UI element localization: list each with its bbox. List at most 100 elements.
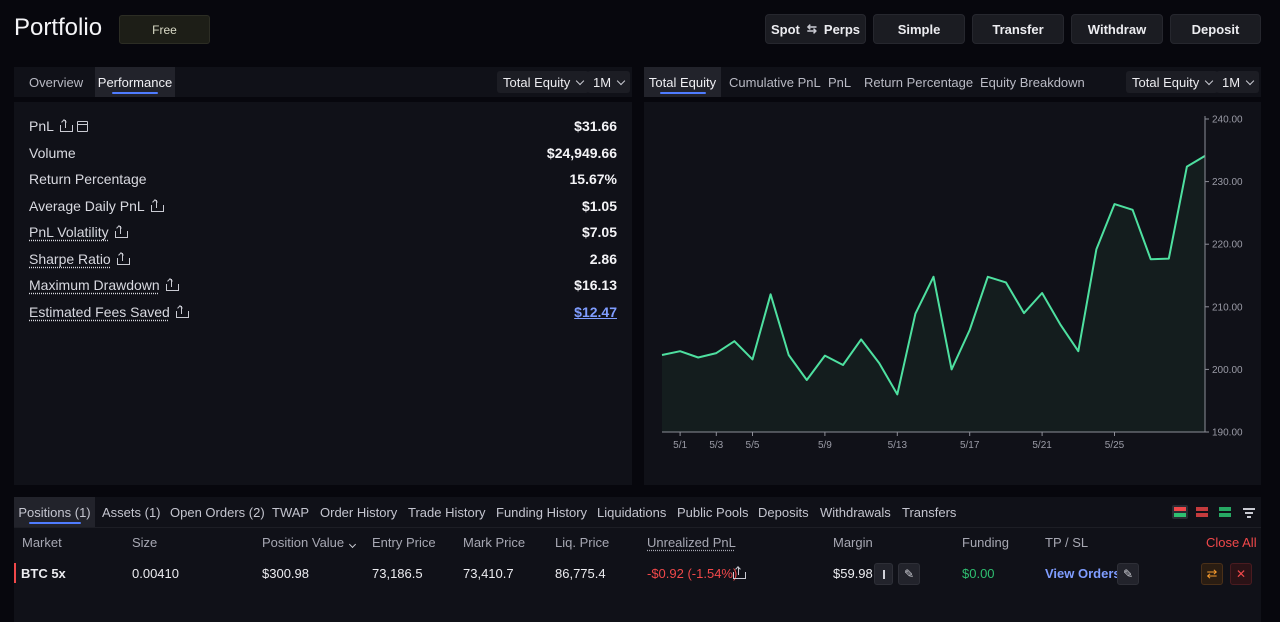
x-tick-label: 5/9 xyxy=(818,440,832,451)
transfer-button[interactable]: Transfer xyxy=(972,14,1064,44)
y-tick-label: 200.00 xyxy=(1212,365,1243,376)
equity-area xyxy=(662,155,1205,432)
col-unrealized-pnl[interactable]: Unrealized PnL xyxy=(647,535,736,550)
metric-label[interactable]: Estimated Fees Saved xyxy=(29,304,170,320)
close-position-button[interactable]: ✕ xyxy=(1230,563,1252,585)
positions-panel: Positions (1) Assets (1) Open Orders (2)… xyxy=(14,497,1261,622)
x-tick-label: 5/13 xyxy=(888,440,908,451)
tab-public-pools-label: Public Pools xyxy=(677,504,749,520)
deposit-button[interactable]: Deposit xyxy=(1170,14,1261,44)
perps-label: Perps xyxy=(823,21,861,37)
tab-public-pools[interactable]: Public Pools xyxy=(677,497,749,527)
tab-equity-breakdown[interactable]: Equity Breakdown xyxy=(980,67,1085,97)
edit-margin-button[interactable]: ✎ xyxy=(898,563,920,585)
tab-return-percentage[interactable]: Return Percentage xyxy=(864,67,973,97)
chevron-down-icon xyxy=(1245,76,1255,85)
tab-liquidations[interactable]: Liquidations xyxy=(597,497,666,527)
equity-chart[interactable]: 240.00 230.00 220.00 210.00 200.00 190.00 5/1 5… xyxy=(644,102,1261,485)
share-icon[interactable] xyxy=(175,304,189,318)
tab-equity-breakdown-label: Equity Breakdown xyxy=(980,74,1085,90)
tab-positions[interactable]: Positions (1) xyxy=(14,497,95,527)
tab-overview[interactable]: Overview xyxy=(14,67,94,97)
left-tab-bar: Overview Performance Total Equity 1M xyxy=(14,67,632,97)
metric-label: Return Percentage xyxy=(29,171,147,187)
tab-open-orders-label: Open Orders (2) xyxy=(170,504,265,520)
tab-pnl[interactable]: PnL xyxy=(828,67,851,97)
layout-bids-icon[interactable] xyxy=(1219,507,1231,517)
spot-label: Spot xyxy=(770,21,800,37)
col-position-value-label: Position Value xyxy=(262,535,345,550)
col-margin: Margin xyxy=(833,535,873,550)
tab-open-orders[interactable]: Open Orders (2) xyxy=(170,497,265,527)
right-equity-dropdown-label: Total Equity xyxy=(1132,74,1200,90)
page-title: Portfolio xyxy=(14,14,103,41)
left-equity-dropdown[interactable]: Total Equity xyxy=(497,71,590,93)
share-icon[interactable] xyxy=(114,224,128,238)
share-icon[interactable] xyxy=(116,251,130,265)
tab-total-equity[interactable]: Total Equity xyxy=(644,67,721,97)
tab-transfers-label: Transfers xyxy=(902,504,957,520)
row-side-indicator xyxy=(14,563,16,583)
left-range-dropdown[interactable]: 1M xyxy=(587,71,631,93)
tab-trade-history[interactable]: Trade History xyxy=(408,497,486,527)
share-icon[interactable] xyxy=(150,198,164,212)
right-range-dropdown[interactable]: 1M xyxy=(1216,71,1260,93)
row-mark-price: 73,410.7 xyxy=(463,566,514,581)
tab-assets[interactable]: Assets (1) xyxy=(102,497,161,527)
col-position-value[interactable]: Position Value xyxy=(262,535,357,550)
tab-deposits[interactable]: Deposits xyxy=(758,497,809,527)
tab-order-history[interactable]: Order History xyxy=(320,497,397,527)
filter-icon[interactable] xyxy=(1243,508,1255,518)
metric-value: 2.86 xyxy=(589,251,617,267)
left-equity-dropdown-label: Total Equity xyxy=(503,74,571,90)
tab-twap[interactable]: TWAP xyxy=(272,497,309,527)
row-liq-price: 86,775.4 xyxy=(555,566,606,581)
tab-withdrawals-label: Withdrawals xyxy=(820,504,891,520)
metric-label[interactable]: PnL Volatility xyxy=(29,224,109,240)
metric-value: $16.13 xyxy=(574,277,617,293)
share-icon[interactable] xyxy=(59,118,73,132)
tab-pnl-label: PnL xyxy=(828,74,852,90)
row-position-value: $300.98 xyxy=(262,566,309,581)
metric-pnl: PnL $31.66 xyxy=(29,113,617,139)
tab-liquidations-label: Liquidations xyxy=(597,504,667,520)
metric-estimated-fees-saved: Estimated Fees Saved $12.47 xyxy=(29,299,617,325)
simple-button[interactable]: Simple xyxy=(873,14,965,44)
col-liq-price: Liq. Price xyxy=(555,535,610,550)
metric-value: 15.67% xyxy=(569,171,617,187)
metric-average-daily-pnl: Average Daily PnL $1.05 xyxy=(29,193,617,219)
view-orders-link[interactable]: View Orders xyxy=(1045,566,1121,581)
tab-cumulative-pnl[interactable]: Cumulative PnL xyxy=(729,67,821,97)
share-icon[interactable] xyxy=(165,277,179,291)
metric-volume: Volume $24,949.66 xyxy=(29,140,617,166)
tab-performance[interactable]: Performance xyxy=(95,67,175,97)
plan-badge: Free xyxy=(119,15,210,44)
header-divider xyxy=(14,527,1261,528)
right-equity-dropdown[interactable]: Total Equity xyxy=(1126,71,1219,93)
metric-sharpe-ratio: Sharpe Ratio 2.86 xyxy=(29,246,617,272)
tab-positions-label: Positions (1) xyxy=(18,504,91,520)
share-icon[interactable] xyxy=(733,566,746,582)
metric-return-percentage: Return Percentage 15.67% xyxy=(29,166,617,192)
tab-order-history-label: Order History xyxy=(320,504,398,520)
tab-transfers[interactable]: Transfers xyxy=(902,497,956,527)
metric-label[interactable]: Maximum Drawdown xyxy=(29,277,160,293)
calendar-icon[interactable] xyxy=(76,120,88,132)
info-bar-icon xyxy=(882,569,885,579)
close-all-button[interactable]: Close All xyxy=(1206,535,1257,550)
right-tab-bar: Total Equity Cumulative PnL PnL Return P… xyxy=(644,67,1261,97)
reverse-position-button[interactable]: ⇄ xyxy=(1201,563,1223,585)
tab-withdrawals[interactable]: Withdrawals xyxy=(820,497,891,527)
tab-funding-history[interactable]: Funding History xyxy=(496,497,587,527)
metric-label[interactable]: Sharpe Ratio xyxy=(29,251,111,267)
margin-info-button[interactable] xyxy=(874,563,893,585)
row-margin: $59.98 xyxy=(833,566,873,581)
spot-perps-toggle[interactable]: Spot ⇆ Perps xyxy=(765,14,866,44)
metric-value-link[interactable]: $12.47 xyxy=(574,304,617,320)
layout-both-icon[interactable] xyxy=(1172,505,1188,519)
withdraw-button[interactable]: Withdraw xyxy=(1071,14,1163,44)
row-market[interactable]: BTC 5x xyxy=(21,566,66,581)
edit-tpsl-button[interactable]: ✎ xyxy=(1117,563,1139,585)
layout-asks-icon[interactable] xyxy=(1196,507,1208,517)
metric-value: $24,949.66 xyxy=(546,145,617,161)
